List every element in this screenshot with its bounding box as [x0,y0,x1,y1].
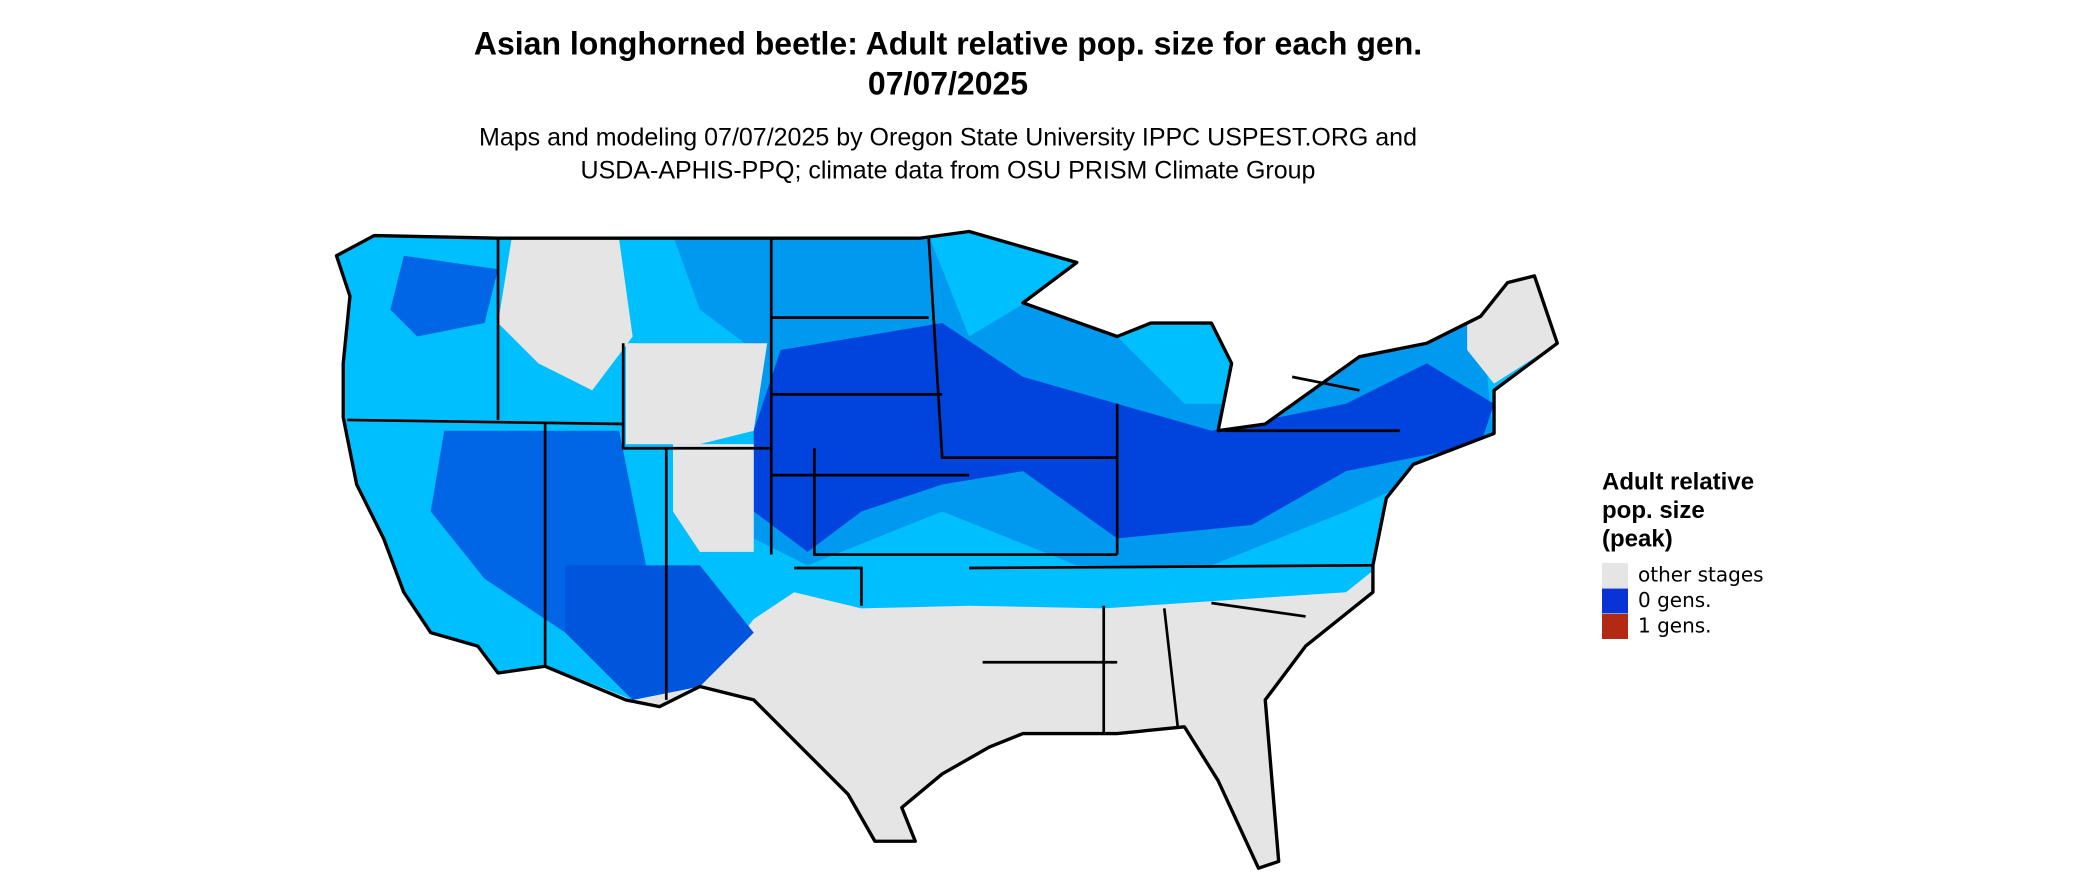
legend-title: pop. size [1602,497,1705,524]
legend-label: 1 gens. [1638,614,1712,638]
map [334,229,1560,870]
subtitle: Maps and modeling 07/07/2025 by Oregon S… [479,124,1417,152]
title: Asian longhorned beetle: Adult relative … [474,25,1422,61]
legend-swatch [1602,614,1628,639]
legend-title: Adult relative [1602,468,1754,495]
title-date: 07/07/2025 [868,65,1028,101]
legend-label: 0 gens. [1638,588,1712,612]
legend-swatch [1602,588,1628,614]
subtitle: USDA-APHIS-PPQ; climate data from OSU PR… [581,157,1316,185]
legend-swatch [1602,563,1628,588]
legend-title: (peak) [1602,525,1673,552]
legend-label: other stages [1638,563,1764,587]
